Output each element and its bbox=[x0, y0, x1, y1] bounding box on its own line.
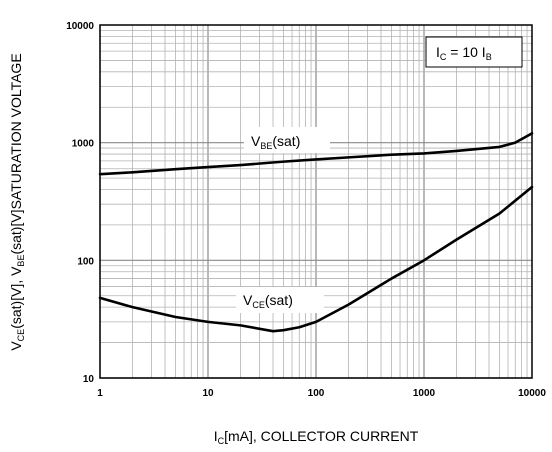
x-tick-label: 1000 bbox=[413, 388, 436, 399]
y-tick-label: 100 bbox=[77, 256, 94, 267]
vbe-series-label: VBE(sat) bbox=[251, 133, 300, 151]
vce-label-group: VCE(sat) bbox=[236, 287, 324, 313]
x-axis-label: IC[mA], COLLECTOR CURRENT bbox=[214, 428, 419, 446]
y-axis-label: VCE(sat)[V], VBE(sat)[V]SATURATION VOLTA… bbox=[8, 53, 26, 350]
condition-annotation: IC = 10 IB bbox=[425, 36, 523, 68]
grid-lines bbox=[99, 25, 532, 379]
x-tick-label: 1 bbox=[97, 388, 103, 399]
x-tick-label: 10 bbox=[202, 388, 214, 399]
x-tick-labels: 1 10 100 1000 10000 bbox=[97, 388, 546, 399]
vce-series-label: VCE(sat) bbox=[243, 292, 293, 310]
condition-text: IC = 10 IB bbox=[436, 44, 492, 62]
y-tick-label: 10 bbox=[83, 374, 95, 385]
plot-frame bbox=[99, 24, 533, 379]
x-tick-label: 10000 bbox=[518, 388, 546, 399]
data-curves bbox=[98, 132, 534, 333]
y-tick-labels: 10 100 1000 10000 bbox=[66, 21, 94, 385]
x-tick-label: 100 bbox=[308, 388, 325, 399]
vbe-label-group: VBE(sat) bbox=[244, 127, 330, 153]
vce-sat-curve bbox=[98, 185, 534, 333]
y-tick-label: 10000 bbox=[66, 21, 94, 32]
vbe-sat-curve bbox=[98, 132, 534, 176]
y-tick-label: 1000 bbox=[72, 139, 95, 150]
